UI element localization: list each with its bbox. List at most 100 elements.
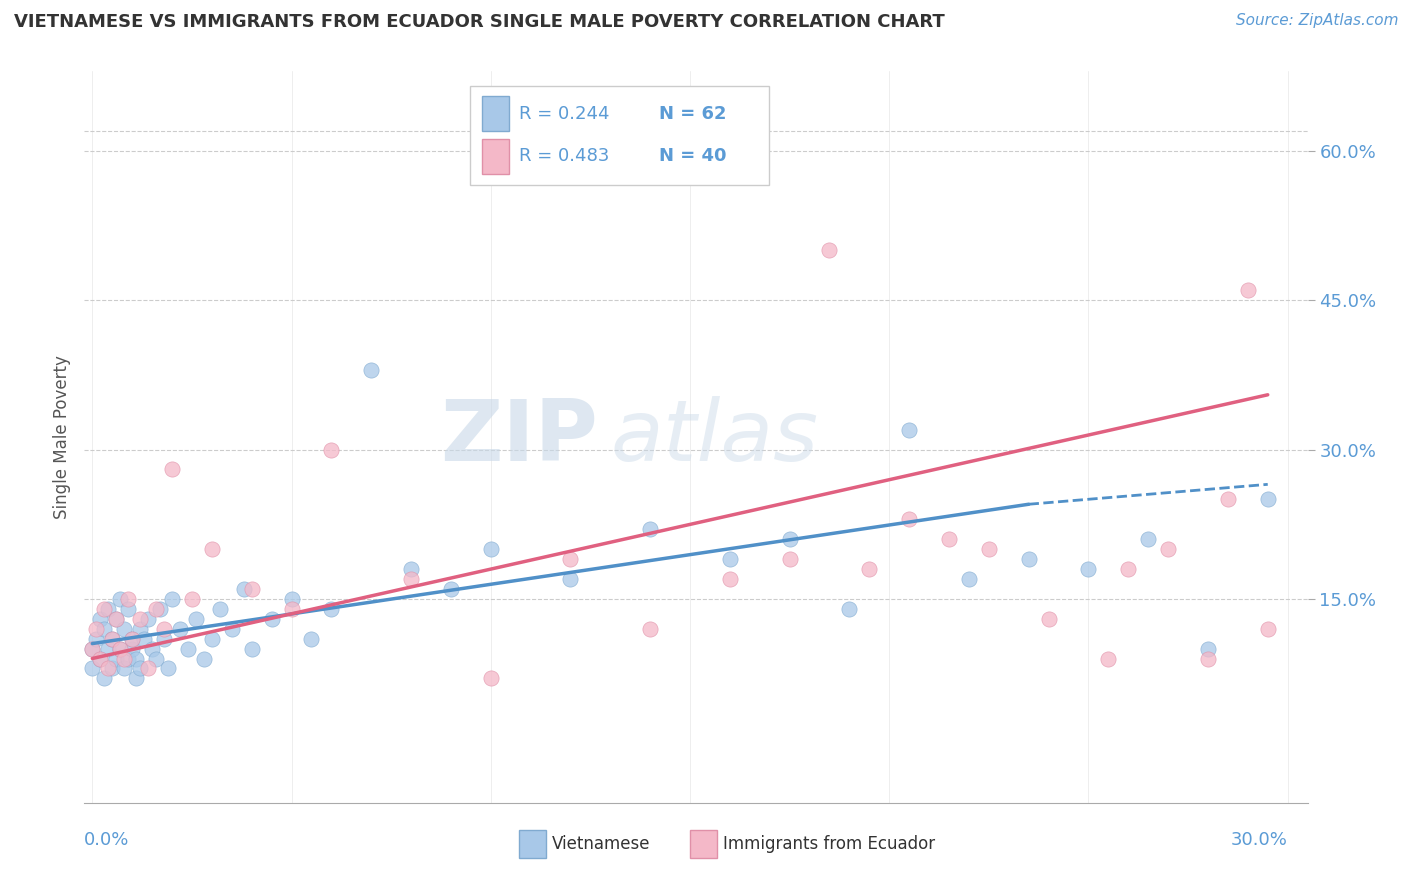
Point — [1038, 612, 1060, 626]
Point — [977, 542, 1000, 557]
Point — [89, 612, 111, 626]
Point — [360, 363, 382, 377]
Point — [117, 651, 139, 665]
Point — [153, 632, 176, 646]
Point — [169, 622, 191, 636]
FancyBboxPatch shape — [690, 830, 717, 858]
Point — [201, 632, 224, 646]
Text: ZIP: ZIP — [440, 395, 598, 479]
Point — [1197, 651, 1219, 665]
Point — [240, 582, 263, 596]
Point — [560, 572, 582, 586]
Point — [117, 591, 139, 606]
Point — [125, 651, 148, 665]
Point — [112, 622, 135, 636]
Point — [110, 641, 132, 656]
Point — [1236, 283, 1258, 297]
Point — [479, 672, 502, 686]
Text: Immigrants from Ecuador: Immigrants from Ecuador — [723, 835, 935, 853]
Point — [105, 612, 128, 626]
Text: Source: ZipAtlas.com: Source: ZipAtlas.com — [1236, 13, 1399, 29]
Point — [112, 661, 135, 675]
Point — [157, 661, 180, 675]
Point — [129, 661, 152, 675]
Point — [260, 612, 283, 626]
Point — [321, 601, 343, 615]
Text: 0.0%: 0.0% — [84, 830, 129, 848]
Text: N = 62: N = 62 — [659, 104, 727, 123]
Point — [479, 542, 502, 557]
Point — [101, 661, 124, 675]
Point — [181, 591, 204, 606]
Point — [136, 661, 159, 675]
Point — [221, 622, 243, 636]
Point — [560, 552, 582, 566]
Point — [82, 661, 104, 675]
Point — [957, 572, 980, 586]
Point — [638, 522, 661, 536]
FancyBboxPatch shape — [482, 138, 509, 174]
Point — [718, 552, 741, 566]
Point — [97, 601, 120, 615]
Point — [1216, 492, 1239, 507]
Point — [1257, 622, 1279, 636]
Point — [280, 591, 302, 606]
Point — [101, 632, 124, 646]
Point — [110, 591, 132, 606]
FancyBboxPatch shape — [482, 96, 509, 131]
Point — [149, 601, 172, 615]
Point — [160, 462, 183, 476]
FancyBboxPatch shape — [519, 830, 546, 858]
Point — [938, 532, 960, 546]
Point — [718, 572, 741, 586]
Point — [121, 632, 143, 646]
Point — [86, 632, 108, 646]
Point — [101, 632, 124, 646]
Text: N = 40: N = 40 — [659, 147, 727, 165]
Point — [1257, 492, 1279, 507]
Point — [86, 622, 108, 636]
Point — [153, 622, 176, 636]
Point — [1157, 542, 1180, 557]
Point — [301, 632, 323, 646]
Point — [201, 542, 224, 557]
Point — [399, 572, 422, 586]
Text: Vietnamese: Vietnamese — [551, 835, 650, 853]
Point — [1097, 651, 1119, 665]
Point — [89, 651, 111, 665]
Point — [129, 612, 152, 626]
Point — [136, 612, 159, 626]
Point — [898, 423, 921, 437]
Text: R = 0.244: R = 0.244 — [519, 104, 609, 123]
Point — [125, 672, 148, 686]
Point — [240, 641, 263, 656]
Point — [141, 641, 163, 656]
Point — [1077, 562, 1099, 576]
Point — [779, 552, 801, 566]
Text: 30.0%: 30.0% — [1230, 830, 1288, 848]
Point — [129, 622, 152, 636]
Point — [208, 601, 231, 615]
Point — [145, 601, 167, 615]
Point — [134, 632, 156, 646]
Point — [838, 601, 860, 615]
Point — [117, 601, 139, 615]
Point — [1116, 562, 1139, 576]
Point — [145, 651, 167, 665]
Point — [93, 622, 115, 636]
Text: atlas: atlas — [610, 395, 818, 479]
Text: VIETNAMESE VS IMMIGRANTS FROM ECUADOR SINGLE MALE POVERTY CORRELATION CHART: VIETNAMESE VS IMMIGRANTS FROM ECUADOR SI… — [14, 13, 945, 31]
Point — [112, 651, 135, 665]
Point — [97, 661, 120, 675]
Point — [121, 632, 143, 646]
Point — [82, 641, 104, 656]
Point — [177, 641, 200, 656]
Point — [440, 582, 463, 596]
Point — [110, 641, 132, 656]
Point — [93, 601, 115, 615]
Point — [638, 622, 661, 636]
Point — [399, 562, 422, 576]
Point — [1197, 641, 1219, 656]
Point — [184, 612, 207, 626]
FancyBboxPatch shape — [470, 86, 769, 185]
